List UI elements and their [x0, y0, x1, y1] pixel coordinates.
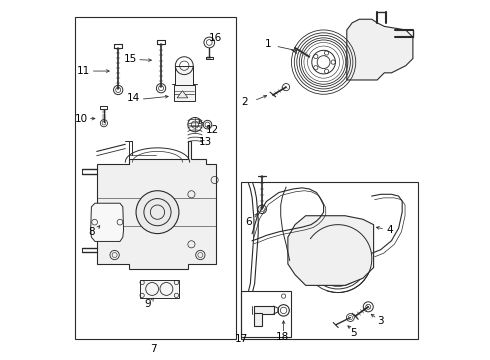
Text: 15: 15	[123, 54, 137, 64]
Bar	[175, 66, 193, 85]
Bar	[254, 306, 273, 314]
Polygon shape	[97, 141, 217, 269]
Text: 4: 4	[386, 225, 393, 235]
Text: 12: 12	[205, 125, 219, 135]
Text: 5: 5	[351, 328, 357, 338]
Text: 3: 3	[377, 316, 384, 326]
Circle shape	[136, 191, 179, 234]
Text: 6: 6	[245, 217, 252, 227]
Bar	[75, 18, 236, 339]
Text: 14: 14	[127, 93, 140, 103]
Text: 16: 16	[209, 33, 222, 43]
Polygon shape	[288, 216, 373, 285]
Text: 7: 7	[150, 343, 157, 354]
Text: 9: 9	[145, 299, 151, 309]
Text: 11: 11	[77, 66, 90, 76]
Text: 17: 17	[235, 334, 248, 344]
Polygon shape	[177, 91, 188, 98]
Text: 18: 18	[276, 332, 290, 342]
Bar	[242, 182, 418, 339]
Text: 13: 13	[199, 138, 212, 148]
Bar	[242, 291, 292, 337]
Polygon shape	[347, 19, 413, 80]
Text: 8: 8	[88, 227, 95, 237]
Bar	[254, 313, 262, 327]
Text: 2: 2	[242, 97, 248, 107]
Polygon shape	[91, 203, 123, 242]
Text: 10: 10	[75, 113, 88, 123]
Bar	[173, 85, 195, 102]
Bar	[140, 280, 179, 298]
Text: 1: 1	[265, 39, 271, 49]
